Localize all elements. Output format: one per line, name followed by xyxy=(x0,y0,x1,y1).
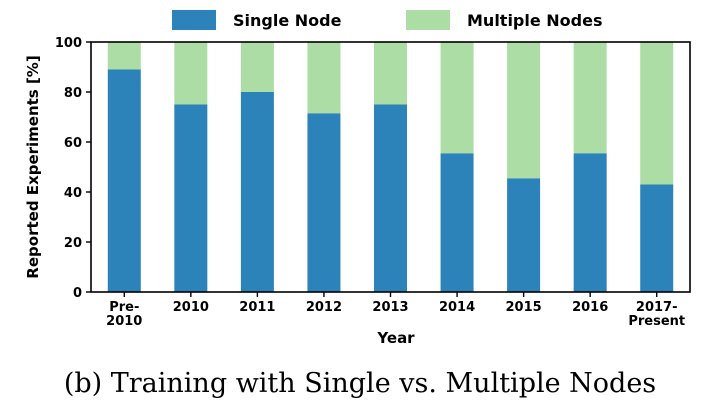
x-tick-label-1: 2010 xyxy=(173,300,209,315)
y-tick-label-2: 40 xyxy=(64,186,82,201)
y-tick-label-0: 0 xyxy=(73,286,82,301)
bar-multiple-nodes-7 xyxy=(573,42,607,154)
x-axis-label: Year xyxy=(376,329,415,347)
y-tick-label-5: 100 xyxy=(55,36,82,51)
bar-multiple-nodes-6 xyxy=(507,42,541,179)
legend-label-single-node: Single Node xyxy=(233,11,342,30)
bar-single-node-4 xyxy=(374,104,407,292)
y-tick-label-1: 20 xyxy=(64,236,82,251)
legend-label-multiple-nodes: Multiple Nodes xyxy=(467,11,603,30)
plot-area: 0 20 40 60 80 100 Pre-2010 2010 2011 2012 2013 2014… xyxy=(55,36,691,329)
bar-single-node-3 xyxy=(307,113,341,292)
x-tick-label-6: 2015 xyxy=(506,300,542,315)
x-tick-label-8: 2017-Present xyxy=(628,300,685,329)
bar-single-node-2 xyxy=(240,92,274,292)
bar-multiple-nodes-2 xyxy=(240,42,274,92)
bar-multiple-nodes-0 xyxy=(107,42,141,70)
bar-multiple-nodes-1 xyxy=(174,42,208,105)
x-tick-label-2: 2011 xyxy=(239,300,275,315)
bar-multiple-nodes-5 xyxy=(440,42,474,154)
y-tick-label-4: 80 xyxy=(64,86,82,101)
legend-swatch-single-node xyxy=(172,10,216,30)
x-tick-label-3: 2012 xyxy=(306,300,342,315)
legend-swatch-multiple-nodes xyxy=(406,10,450,30)
bar-single-node-0 xyxy=(107,69,141,292)
y-tick-label-3: 60 xyxy=(64,136,82,151)
bar-single-node-8 xyxy=(640,184,674,292)
x-tick-label-5: 2014 xyxy=(439,300,475,315)
bar-multiple-nodes-3 xyxy=(307,42,341,114)
x-tick-label-7: 2016 xyxy=(572,300,608,315)
legend: Single Node Multiple Nodes xyxy=(172,10,603,30)
figure-caption: (b) Training with Single vs. Multiple No… xyxy=(64,368,656,399)
bar-single-node-6 xyxy=(507,178,541,292)
bar-multiple-nodes-8 xyxy=(640,42,674,185)
x-tick-label-0: Pre-2010 xyxy=(106,300,142,329)
bar-multiple-nodes-4 xyxy=(374,42,407,105)
x-tick-label-4: 2013 xyxy=(372,300,408,315)
bar-single-node-5 xyxy=(440,153,474,292)
y-axis-label: Reported Experiments [%] xyxy=(24,55,42,278)
bar-single-node-1 xyxy=(174,104,208,292)
bar-single-node-7 xyxy=(573,153,607,292)
